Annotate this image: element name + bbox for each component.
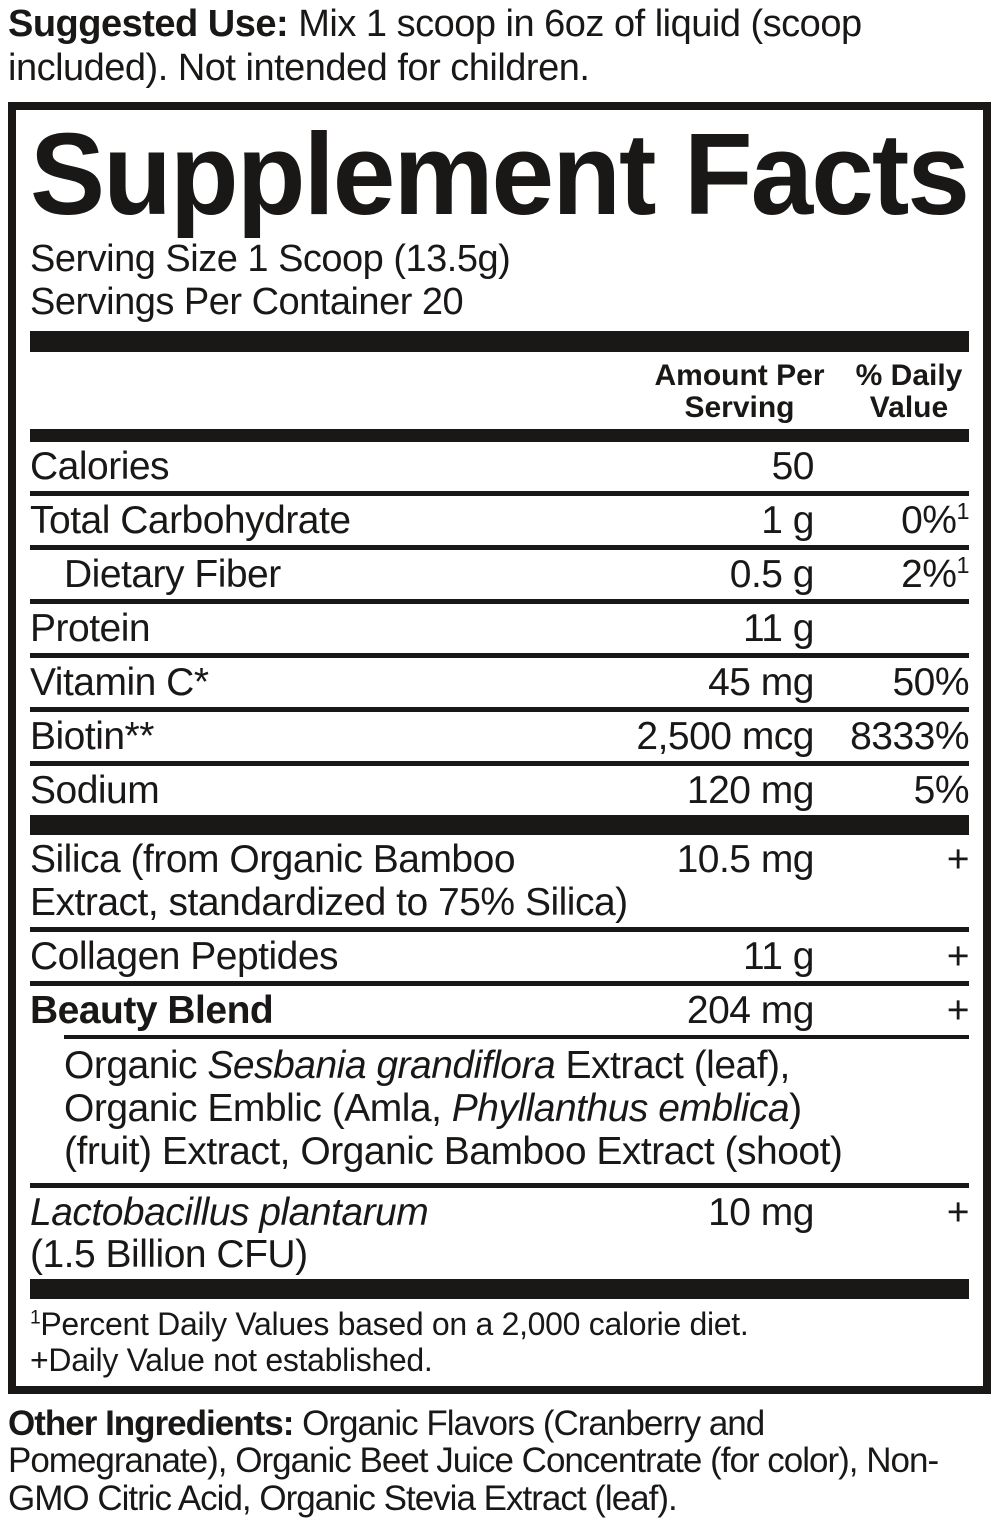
column-header-daily-value: % Daily Value [855,359,963,424]
ingredient-text: ) [789,1086,802,1130]
nutrient-row-dietary-fiber: Dietary Fiber 0.5 g 2%1 [30,550,969,599]
blend-ingredients-line-2: Organic Emblic (Amla, Phyllanthus emblic… [64,1086,959,1131]
nutrient-dv: 50% [892,661,969,705]
nutrient-label: Sodium [30,769,160,813]
nutrient-amount: 10.5 mg [676,838,815,882]
ingredient-text: (fruit) Extract, Organic Bamboo Extract … [64,1129,843,1173]
nutrient-amount: 1 g [761,498,814,542]
nutrient-label: Beauty Blend [30,988,274,1032]
nutrient-row-sodium: Sodium 120 mg 5% [30,766,970,815]
ingredient-botanical-name: Sesbania grandiflora [207,1043,556,1087]
footnote-not-established: +Daily Value not established. [30,1342,433,1379]
nutrient-amount: 120 mg [686,769,815,813]
nutrient-row-probiotic: Lactobacillus plantarum (1.5 Billion CFU… [30,1188,970,1279]
nutrient-row-vitamin-c: Vitamin C* 45 mg 50% [30,658,970,707]
section-bar-bottom [30,1278,969,1299]
nutrient-label: Lactobacillus plantarum (1.5 Billion CFU… [30,1190,634,1276]
footnote-marker: 1 [30,1307,41,1329]
probiotic-cfu: (1.5 Billion CFU) [30,1232,308,1276]
nutrient-label: Silica (from Organic Bamboo Extract, sta… [30,839,634,923]
nutrient-amount: 10 mg [708,1190,814,1234]
row-divider [30,1182,969,1188]
servings-per-container: Servings Per Container 20 [30,281,464,324]
other-ingredients-text: Other Ingredients: Organic Flavors (Cran… [8,1403,991,1518]
row-divider [30,490,969,496]
nutrient-label: Calories [30,444,170,488]
column-header-amount: Amount Per Serving [654,359,825,424]
ingredient-text: Organic Emblic (Amla, [64,1086,452,1130]
nutrient-label: Dietary Fiber [64,552,281,596]
nutrient-row-calories: Calories 50 [30,442,969,491]
blend-ingredients-line-1: Organic Sesbania grandiflora Extract (le… [64,1043,959,1088]
dv-footnote-marker: 1 [956,551,969,578]
dv-value: 2% [901,552,957,596]
footnote-daily-values: 1Percent Daily Values based on a 2,000 c… [30,1306,969,1342]
nutrient-label: Protein [30,606,151,650]
nutrient-amount: 45 mg [708,661,814,705]
dv-footnote-marker: 1 [956,497,969,524]
nutrient-label: Vitamin C* [30,661,209,705]
nutrient-row-biotin: Biotin** 2,500 mcg 8333% [30,712,970,761]
suggested-use-body: Mix 1 scoop in 6oz of liquid (scoop incl… [8,3,862,90]
row-divider [30,926,969,932]
nutrient-label: Total Carbohydrate [30,498,351,542]
nutrient-amount: 50 [771,444,815,488]
footnotes: 1Percent Daily Values based on a 2,000 c… [30,1299,969,1382]
footnote-text: Percent Daily Values based on a 2,000 ca… [40,1305,749,1342]
nutrient-amount: 11 g [742,934,815,978]
other-ingredients-label: Other Ingredients: [8,1403,294,1443]
beauty-blend-ingredients: Organic Sesbania grandiflora Extract (le… [30,1039,969,1183]
panel-title: Supplement Facts [30,109,970,240]
nutrient-dv: 2%1 [814,551,969,596]
nutrient-dv: + [946,988,970,1032]
nutrient-row-total-carbohydrate: Total Carbohydrate 1 g 0%1 [30,496,969,545]
header-divider-bar [30,428,969,442]
nutrient-row-beauty-blend: Beauty Blend 204 mg + [30,986,970,1035]
ingredient-text: Organic [64,1043,208,1087]
ingredient-text: Extract (leaf), [555,1043,790,1087]
probiotic-name: Lactobacillus plantarum [30,1190,429,1234]
row-divider [30,544,969,550]
nutrient-dv: 0%1 [814,497,969,542]
blend-ingredients-line-3: (fruit) Extract, Organic Bamboo Extract … [64,1129,959,1174]
nutrient-row-silica: Silica (from Organic Bamboo Extract, sta… [30,835,970,926]
nutrient-row-protein: Protein 11 g [30,604,969,653]
blend-divider-indented [64,1034,969,1039]
nutrient-amount: 11 g [742,606,815,650]
dv-value: 0% [901,498,957,542]
row-divider [30,980,969,986]
nutrient-row-collagen-peptides: Collagen Peptides 11 g + [30,932,970,981]
nutrient-amount: 0.5 g [729,552,815,596]
nutrient-amount: 204 mg [686,988,815,1032]
row-divider [30,598,969,604]
serving-size: Serving Size 1 Scoop (13.5g) [30,238,511,281]
row-divider [30,707,969,713]
label-line-1: Silica (from Organic Bamboo [30,838,516,882]
section-bar-middle [30,815,969,836]
section-bar-top [30,331,969,353]
nutrient-dv: 5% [913,769,970,813]
nutrient-dv: 8333% [850,715,969,759]
nutrient-label: Biotin** [30,715,154,759]
suggested-use-text: Suggested Use: Mix 1 scoop in 6oz of liq… [8,2,991,90]
ingredient-botanical-name: Phyllanthus emblica [451,1086,790,1130]
nutrient-label: Collagen Peptides [30,934,339,978]
supplement-facts-panel: Supplement Facts Serving Size 1 Scoop (1… [8,102,991,1394]
nutrient-dv: + [946,838,970,882]
column-headers: Amount Per Serving % Daily Value [30,352,969,429]
row-divider [30,761,969,767]
nutrient-dv: + [946,934,970,978]
nutrient-dv: + [946,1190,970,1234]
nutrient-amount: 2,500 mcg [636,715,814,759]
label-line-2: Extract, standardized to 75% Silica) [30,880,628,924]
row-divider [30,653,969,659]
suggested-use-label: Suggested Use: [8,3,289,45]
